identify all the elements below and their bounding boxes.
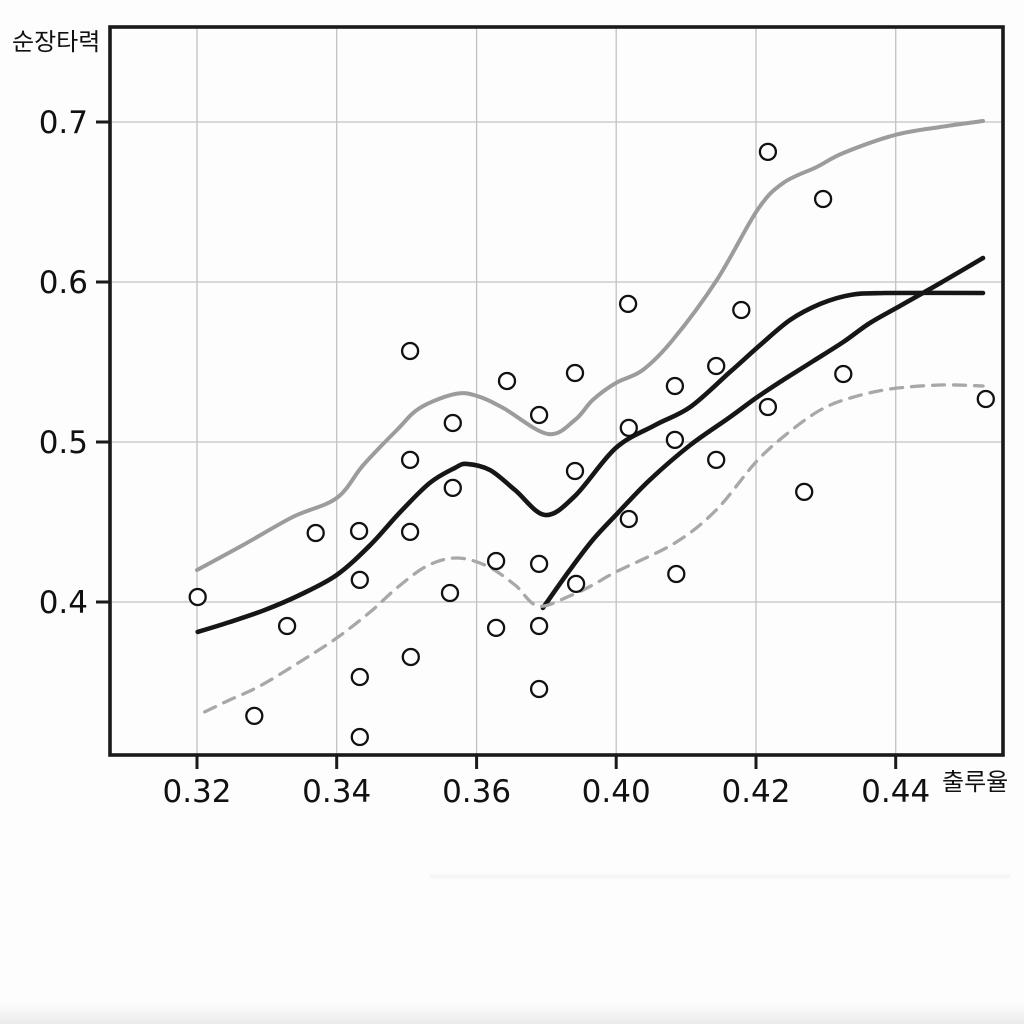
data-point bbox=[565, 363, 585, 383]
data-point bbox=[732, 300, 751, 320]
data-point bbox=[486, 551, 506, 571]
axis-ticks bbox=[96, 120, 898, 769]
x-tick-label: 0.44 bbox=[861, 774, 930, 810]
data-point bbox=[566, 574, 586, 594]
data-point bbox=[306, 523, 325, 543]
data-points bbox=[188, 142, 995, 747]
data-point bbox=[350, 727, 369, 747]
data-point bbox=[443, 413, 462, 433]
data-point bbox=[440, 583, 460, 603]
data-point bbox=[707, 450, 726, 470]
data-point bbox=[529, 554, 549, 574]
grid bbox=[110, 27, 1003, 755]
data-point bbox=[834, 364, 853, 384]
data-point bbox=[707, 356, 726, 376]
data-point bbox=[400, 522, 420, 542]
y-tick-label: 0.5 bbox=[39, 425, 88, 461]
x-tick-label: 0.36 bbox=[442, 774, 511, 810]
x-tick-label: 0.32 bbox=[162, 774, 231, 810]
data-point bbox=[976, 389, 995, 409]
data-point bbox=[529, 679, 549, 699]
data-point bbox=[443, 478, 462, 498]
y-axis-label: 순장타력 bbox=[12, 28, 100, 56]
data-point bbox=[665, 376, 685, 396]
data-point bbox=[350, 570, 369, 590]
x-axis-label: 출루율 bbox=[942, 768, 1008, 796]
data-point bbox=[350, 667, 369, 687]
data-point bbox=[618, 294, 638, 314]
smooth-curves bbox=[195, 119, 986, 714]
data-point bbox=[758, 397, 778, 417]
data-point bbox=[665, 430, 685, 450]
data-point bbox=[497, 371, 517, 391]
data-point bbox=[795, 482, 814, 502]
plot-frame bbox=[108, 25, 1005, 757]
tick-labels: 0.32 0.34 0.36 0.40 0.42 0.44 0.4 0.5 0.6 0.7 bbox=[39, 105, 931, 810]
data-point bbox=[277, 616, 297, 636]
data-point bbox=[400, 450, 420, 470]
data-point bbox=[400, 341, 420, 361]
curve-upper-gray-solid-smooth bbox=[195, 119, 985, 572]
y-tick-label: 0.6 bbox=[39, 265, 88, 301]
data-point bbox=[486, 618, 506, 638]
data-point bbox=[188, 587, 207, 607]
curve-black-solid-smooth-right-half bbox=[540, 255, 986, 611]
data-point bbox=[758, 142, 778, 162]
curve-black-solid-smooth-full bbox=[195, 290, 986, 635]
data-point bbox=[529, 405, 549, 425]
data-point bbox=[667, 564, 686, 584]
x-tick-label: 0.34 bbox=[302, 774, 371, 810]
data-point bbox=[401, 647, 420, 667]
x-tick-label: 0.40 bbox=[582, 774, 651, 810]
data-point bbox=[619, 509, 638, 529]
y-tick-label: 0.4 bbox=[39, 585, 88, 621]
y-tick-label: 0.7 bbox=[39, 105, 88, 141]
data-point bbox=[349, 521, 369, 541]
data-point bbox=[565, 461, 585, 481]
curve-lower-gray-dashed-smooth bbox=[203, 383, 985, 714]
x-tick-label: 0.42 bbox=[721, 774, 790, 810]
data-point bbox=[529, 616, 549, 636]
data-point bbox=[813, 189, 833, 209]
data-point bbox=[619, 418, 638, 438]
data-point bbox=[245, 706, 264, 726]
